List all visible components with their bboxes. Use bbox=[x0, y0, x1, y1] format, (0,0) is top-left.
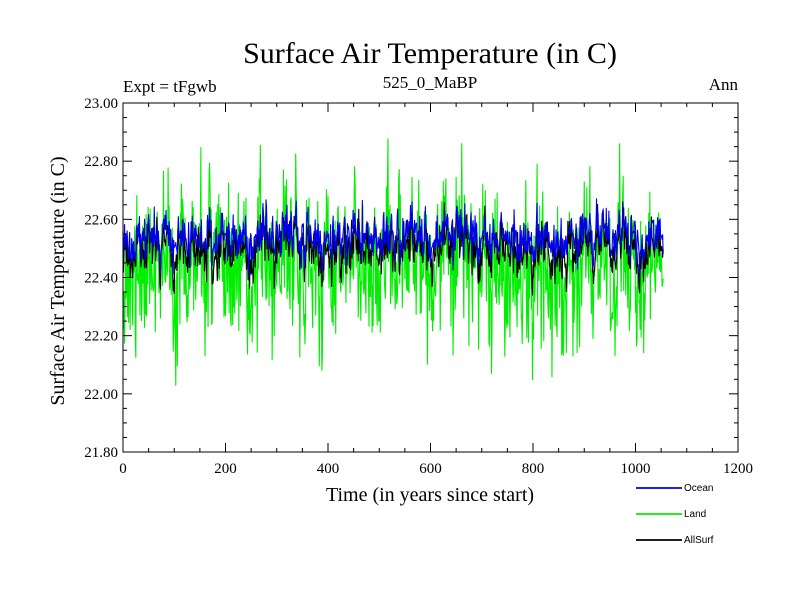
y-tick-label: 22.60 bbox=[84, 212, 118, 228]
x-axis-label: Time (in years since start) bbox=[326, 484, 534, 506]
x-tick-label: 800 bbox=[522, 461, 545, 477]
series-line-allsurf bbox=[122, 201, 664, 296]
series-line-ocean bbox=[122, 198, 664, 279]
x-tick-label: 1000 bbox=[621, 461, 651, 477]
legend-label-land: Land bbox=[684, 509, 706, 520]
y-tick-label: 23.00 bbox=[84, 96, 118, 112]
y-tick-label: 21.80 bbox=[84, 445, 118, 461]
chart-title: Surface Air Temperature (in C) bbox=[243, 37, 617, 70]
y-axis-label: Surface Air Temperature (in C) bbox=[47, 156, 69, 405]
season-label: Ann bbox=[709, 75, 739, 94]
y-tick-label: 22.80 bbox=[84, 154, 118, 170]
x-tick-label: 1200 bbox=[723, 461, 753, 477]
legend-label-ocean: Ocean bbox=[684, 483, 713, 494]
axes: 0 200 400 600 800 1000 1200 21.80 22.00 22.20 22.4… bbox=[84, 96, 753, 477]
x-tick-label: 0 bbox=[119, 461, 127, 477]
legend-label-allsurf: AllSurf bbox=[684, 535, 714, 546]
legend: Ocean Land AllSurf bbox=[636, 483, 714, 546]
x-tick-label: 200 bbox=[214, 461, 237, 477]
x-tick-label: 400 bbox=[317, 461, 340, 477]
y-tick-label: 22.00 bbox=[84, 387, 118, 403]
x-tick-label: 600 bbox=[419, 461, 442, 477]
experiment-label: Expt = tFgwb bbox=[123, 77, 217, 96]
series-layer bbox=[122, 138, 664, 386]
period-label: 525_0_MaBP bbox=[383, 73, 477, 92]
y-tick-label: 22.40 bbox=[84, 271, 118, 287]
y-tick-label: 22.20 bbox=[84, 329, 118, 345]
